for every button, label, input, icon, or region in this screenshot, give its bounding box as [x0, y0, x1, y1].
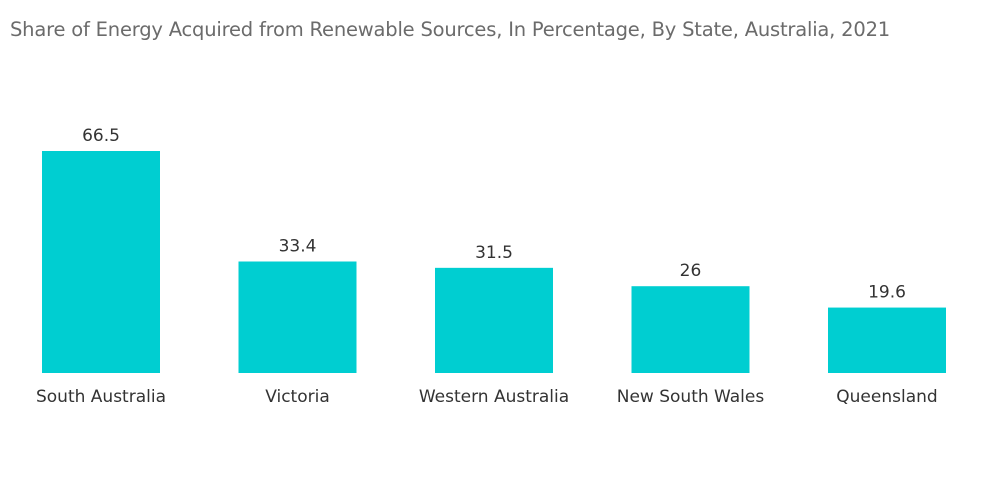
category-label: New South Wales	[617, 387, 765, 407]
value-labels-group: 66.5 33.4 31.5 26 19.6	[82, 126, 906, 303]
value-label: 26	[680, 261, 702, 281]
value-label: 19.6	[868, 283, 906, 303]
category-label: Queensland	[836, 387, 937, 407]
category-label: Western Australia	[419, 387, 569, 407]
bar-queensland	[828, 307, 946, 373]
category-label: South Australia	[36, 387, 166, 407]
bar-western-australia	[435, 267, 553, 373]
chart-title: Share of Energy Acquired from Renewable …	[10, 18, 891, 41]
bar-south-australia	[42, 151, 160, 373]
bars-group	[42, 151, 946, 373]
category-labels-group: South Australia Victoria Western Australia…	[36, 387, 938, 407]
value-label: 31.5	[475, 243, 513, 263]
value-label: 33.4	[279, 236, 317, 256]
bar-new-south-wales	[631, 286, 750, 373]
bar-victoria	[238, 261, 357, 373]
category-label: Victoria	[265, 387, 330, 407]
value-label: 66.5	[82, 126, 120, 146]
